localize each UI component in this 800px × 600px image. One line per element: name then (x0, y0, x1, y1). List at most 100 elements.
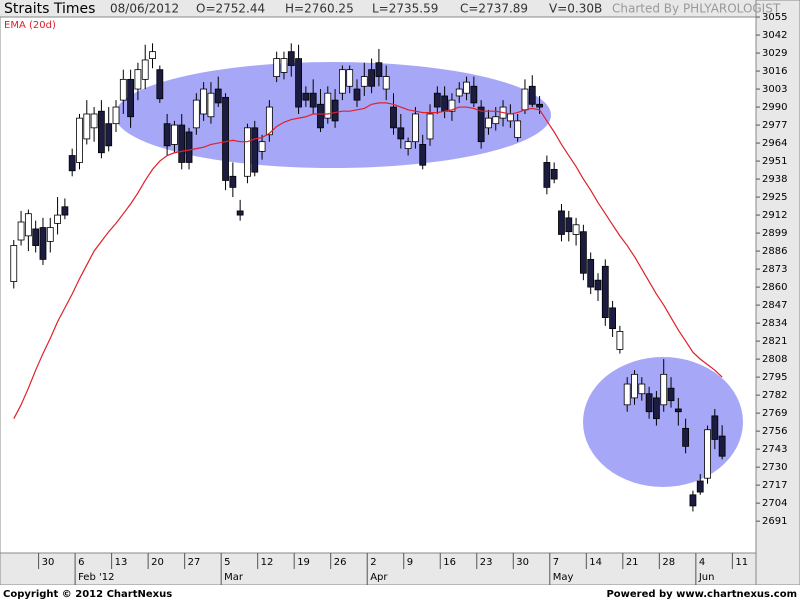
candle-body (558, 210, 565, 235)
candle-body (704, 429, 711, 479)
candle-body (265, 106, 273, 136)
y-tick-label: 3055 (762, 12, 787, 23)
candle-body (331, 99, 339, 122)
y-tick-label: 2964 (762, 138, 787, 149)
y-tick-label: 3016 (762, 66, 787, 77)
x-tick-label: 11 (735, 557, 748, 568)
candle-body (667, 387, 675, 402)
candle-body (674, 408, 682, 413)
candle-body (258, 141, 266, 152)
x-month-label: Jun (698, 572, 715, 583)
candle-body (711, 415, 719, 440)
candle-body (112, 106, 120, 125)
header-info: 08/06/2012 (110, 2, 179, 16)
y-tick-label: 2873 (762, 264, 787, 275)
candle-body (127, 78, 135, 118)
candle-body (149, 51, 156, 59)
candle-body (61, 206, 69, 216)
candle-body (536, 103, 543, 108)
candle-body (163, 123, 171, 147)
x-tick-label: 16 (443, 557, 456, 568)
candle-body (214, 88, 222, 104)
x-tick-label: 6 (78, 557, 84, 568)
candle-body (412, 113, 419, 143)
candle-body (631, 373, 638, 399)
header-info: C=2737.89 (460, 2, 528, 16)
x-tick-label: 14 (589, 557, 602, 568)
candle-body (280, 58, 288, 73)
y-tick-label: 2912 (762, 210, 787, 221)
y-tick-label: 2795 (762, 372, 787, 383)
y-tick-label: 2990 (762, 102, 787, 113)
candle-body (579, 231, 587, 274)
candle-body (222, 96, 229, 181)
x-month-label: Feb '12 (78, 572, 114, 583)
y-tick-label: 2808 (762, 354, 787, 365)
y-tick-label: 2704 (762, 498, 787, 509)
candle-body (441, 95, 449, 112)
y-tick-label: 2860 (762, 282, 787, 293)
credit: Charted By PHLYAROLOGIST (612, 2, 781, 16)
y-tick-label: 2769 (762, 408, 787, 419)
candle-body (236, 210, 244, 216)
candle-body (68, 155, 76, 172)
x-tick-label: 7 (553, 557, 559, 568)
candle-body (287, 51, 295, 66)
candle-body (156, 69, 164, 100)
candle-body (645, 393, 653, 413)
y-tick-label: 2743 (762, 444, 787, 455)
x-month-label: Apr (370, 572, 388, 583)
candle-body (251, 127, 259, 173)
candle-body (397, 127, 405, 140)
candle-body (83, 113, 91, 140)
candle-body (32, 228, 40, 246)
candle-body (506, 113, 514, 122)
y-tick-label: 2886 (762, 246, 787, 257)
x-tick-label: 21 (626, 557, 639, 568)
candle-body (76, 117, 83, 163)
candle-body (463, 81, 470, 94)
header-info: L=2735.59 (372, 2, 438, 16)
y-tick-label: 2925 (762, 192, 787, 203)
y-tick-label: 2730 (762, 462, 787, 473)
candle-body (455, 88, 463, 97)
candle-body (24, 213, 32, 237)
candle-body (594, 279, 602, 291)
candle-body (433, 92, 441, 108)
footer-bar (0, 585, 800, 600)
y-tick-label: 3042 (762, 30, 787, 41)
x-tick-label: 30 (42, 557, 55, 568)
x-tick-label: 30 (516, 557, 529, 568)
y-tick-label: 2717 (762, 480, 787, 491)
candle-body (244, 127, 251, 177)
candle-body (185, 131, 193, 163)
y-tick-label: 2782 (762, 390, 787, 401)
candle-body (368, 69, 376, 87)
candle-body (317, 103, 324, 129)
header-info: O=2752.44 (196, 2, 265, 16)
x-tick-label: 13 (115, 557, 128, 568)
x-tick-label: 23 (480, 557, 493, 568)
candle-body (46, 227, 54, 242)
candle-body (609, 307, 616, 330)
footer-right: Powered by www.chartnexus.com (606, 589, 797, 600)
y-tick-label: 2899 (762, 228, 787, 239)
x-tick-label: 12 (261, 557, 274, 568)
candle-body (485, 117, 492, 129)
y-tick-label: 2951 (762, 156, 787, 167)
x-tick-label: 20 (151, 557, 164, 568)
candle-body (10, 245, 18, 282)
candle-body (638, 383, 646, 395)
candle-body (17, 221, 25, 241)
y-axis-area (755, 0, 800, 586)
candle-body (682, 427, 690, 447)
candle-body (718, 435, 726, 457)
candle-body (477, 106, 485, 143)
ema-line (13, 102, 723, 419)
candle-body (295, 58, 302, 108)
y-tick-label: 2834 (762, 318, 787, 329)
candle-body (192, 99, 200, 129)
y-tick-label: 2756 (762, 426, 787, 437)
candle-body (404, 141, 412, 150)
candle-body (39, 227, 47, 260)
